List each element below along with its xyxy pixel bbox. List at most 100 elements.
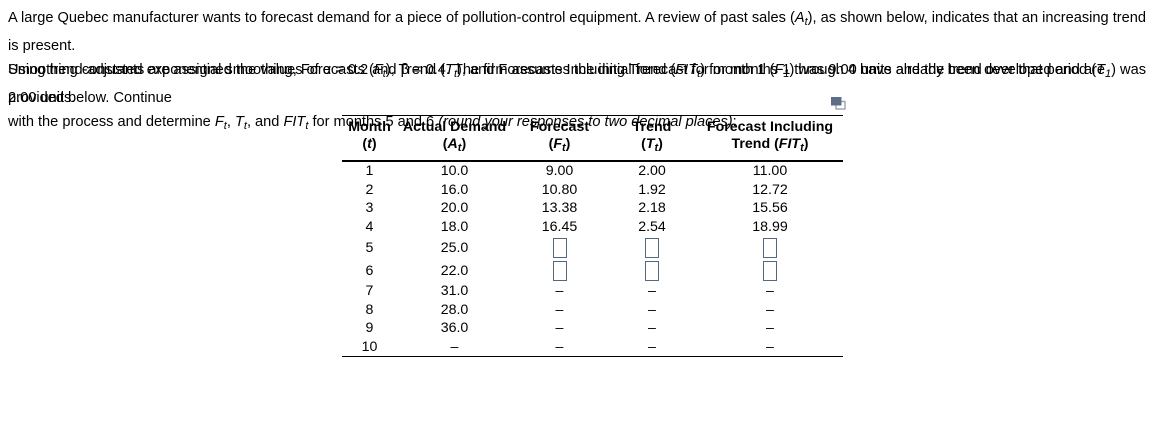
text-segment: (	[548, 135, 554, 152]
problem-statement: A large Quebec manufacturer wants to for…	[8, 6, 1158, 110]
open-popup-icon[interactable]	[831, 97, 846, 110]
text-segment: t	[305, 120, 309, 132]
cell-fit: 18.99	[752, 218, 788, 235]
table-row-month-8: 8 28.0 – – –	[342, 301, 843, 320]
cell-month: 10	[361, 338, 378, 355]
table-row-month-9: 9 36.0 – – –	[342, 319, 843, 338]
cell-month: 5	[365, 239, 374, 256]
cell-trend	[607, 236, 697, 259]
cell-forecast	[512, 259, 607, 282]
text-segment: t	[654, 141, 659, 154]
cell-forecast: 10.80	[541, 181, 578, 198]
text-segment: T	[445, 62, 454, 78]
text-segment: ) was 2.00 units.	[8, 62, 1147, 106]
cell-trend: –	[648, 338, 656, 355]
cell-actual-demand: –	[450, 338, 459, 355]
text-segment: F	[553, 135, 562, 152]
forecast-answer-input-month-5[interactable]	[552, 237, 567, 258]
text-segment: A large Quebec manufacturer wants to for…	[8, 10, 795, 26]
cell-actual-demand: 36.0	[440, 320, 469, 336]
cell-trend: –	[648, 283, 656, 299]
text-segment: Trend	[632, 119, 672, 135]
text-segment: F	[373, 62, 383, 78]
cell-month: 2	[365, 181, 374, 198]
cell-trend	[607, 259, 697, 282]
table-row-month-10: 10 – – – –	[342, 338, 843, 357]
cell-forecast: –	[555, 320, 564, 336]
cell-fit: –	[766, 320, 774, 336]
cell-forecast: –	[555, 301, 564, 318]
cell-forecast: 9.00	[545, 163, 574, 179]
text-segment: Forecast Including	[706, 119, 834, 135]
text-segment: )	[658, 135, 663, 152]
text-segment: Using trend-adjusted exponential smoothi…	[8, 62, 374, 78]
text-segment: )	[803, 135, 809, 152]
data-table-container: Month (t) Actual Demand (At) Forecast (Ft) …	[342, 97, 846, 357]
text-segment: )	[565, 135, 571, 152]
cell-month: 6	[365, 262, 374, 279]
text-segment: t	[697, 68, 701, 80]
open-popup-icon-svg	[831, 97, 846, 110]
cell-forecast	[512, 236, 607, 259]
text-segment: Trend (	[731, 135, 779, 152]
text-segment: t	[367, 135, 372, 152]
cell-fit	[697, 259, 843, 282]
cell-fit: –	[766, 338, 774, 355]
cell-actual-demand: 25.0	[440, 239, 469, 256]
text-segment: ), Trend (	[385, 62, 446, 78]
text-segment: ), and Forecasts Including Trend (	[457, 62, 676, 78]
text-segment: ), as shown below, indicates that an inc…	[8, 10, 1146, 54]
fit-answer-input-month-6[interactable]	[763, 260, 777, 281]
col-header-month: Month (t)	[342, 115, 397, 162]
cell-trend: 2.00	[638, 163, 666, 179]
table-row-month-3: 3 20.0 13.38 2.18 15.56	[342, 199, 843, 218]
cell-month: 4	[365, 218, 374, 235]
text-segment: ) for months 1 through 4 have already be…	[8, 62, 1106, 106]
text-segment: t	[243, 120, 247, 132]
cell-actual-demand: 22.0	[440, 262, 469, 279]
forecast-answer-input-month-6[interactable]	[552, 260, 567, 281]
cell-trend: 2.18	[638, 200, 666, 216]
cell-fit: 12.72	[752, 181, 788, 198]
text-segment: t	[382, 68, 386, 80]
cell-trend: –	[648, 301, 656, 318]
cell-trend: –	[648, 320, 656, 336]
col-header-actual-demand: Actual Demand (At)	[397, 115, 512, 162]
text-segment: t	[457, 141, 462, 154]
text-segment: T	[1096, 62, 1106, 78]
text-segment: , and	[246, 114, 284, 130]
text-segment: F	[214, 114, 224, 130]
text-segment: T	[234, 114, 244, 130]
cell-actual-demand: 20.0	[440, 200, 469, 216]
cell-month: 3	[365, 200, 374, 216]
trend-answer-input-month-6[interactable]	[645, 260, 659, 281]
demand-table: Month (t) Actual Demand (At) Forecast (Ft) …	[342, 115, 843, 357]
table-row-month-2: 2 16.0 10.80 1.92 12.72	[342, 181, 843, 200]
table-header-row: Month (t) Actual Demand (At) Forecast (Ft) …	[342, 115, 843, 162]
text-segment: Actual Demand	[402, 119, 507, 135]
text-segment: with the process and determine	[8, 114, 215, 130]
table-row-month-4: 4 18.0 16.45 2.54 18.99	[342, 218, 843, 237]
table-row-month-5: 5 25.0	[342, 236, 843, 259]
text-segment: (	[362, 135, 368, 152]
text-segment: )	[371, 135, 377, 152]
text-segment: 1	[783, 68, 790, 80]
table-row-month-6: 6 22.0	[342, 259, 843, 282]
cell-forecast: 16.45	[541, 218, 578, 235]
fit-answer-input-month-5[interactable]	[763, 237, 777, 258]
text-segment: Month	[348, 119, 391, 135]
cell-trend: 1.92	[638, 181, 666, 198]
trend-answer-input-month-5[interactable]	[645, 237, 659, 258]
cell-fit	[697, 236, 843, 259]
cell-forecast: –	[555, 283, 564, 299]
text-segment: ,	[226, 114, 235, 130]
cell-month: 7	[365, 283, 374, 299]
text-segment: t	[800, 141, 804, 154]
text-segment: A	[447, 135, 458, 152]
text-segment: FIT	[675, 62, 698, 78]
text-segment: FIT	[283, 114, 306, 130]
cell-month: 8	[365, 301, 374, 318]
cell-fit: 15.56	[752, 200, 788, 216]
cell-actual-demand: 31.0	[440, 283, 469, 299]
text-segment: 1	[1105, 68, 1112, 80]
